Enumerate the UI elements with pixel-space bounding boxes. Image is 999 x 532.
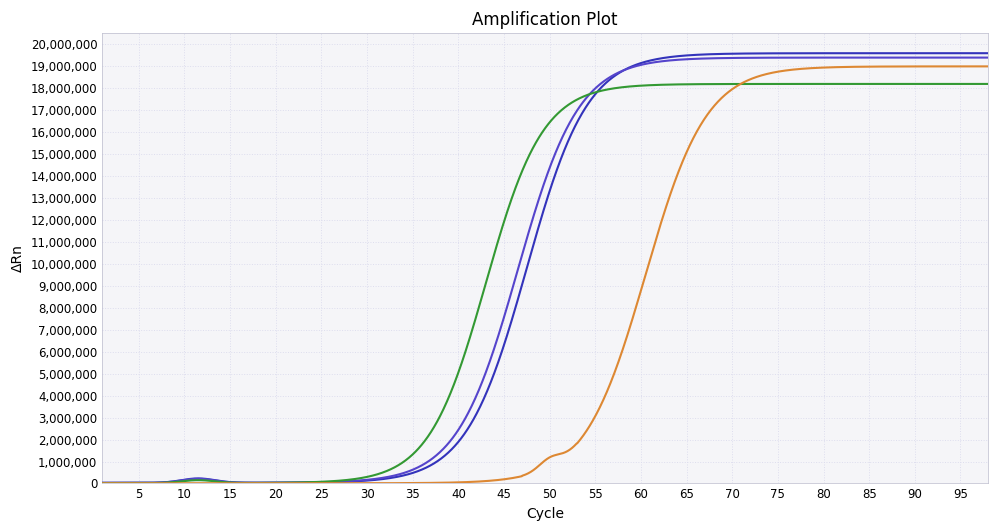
Title: Amplification Plot: Amplification Plot	[473, 11, 617, 29]
Y-axis label: ΔRn: ΔRn	[11, 245, 25, 272]
X-axis label: Cycle: Cycle	[526, 507, 564, 521]
